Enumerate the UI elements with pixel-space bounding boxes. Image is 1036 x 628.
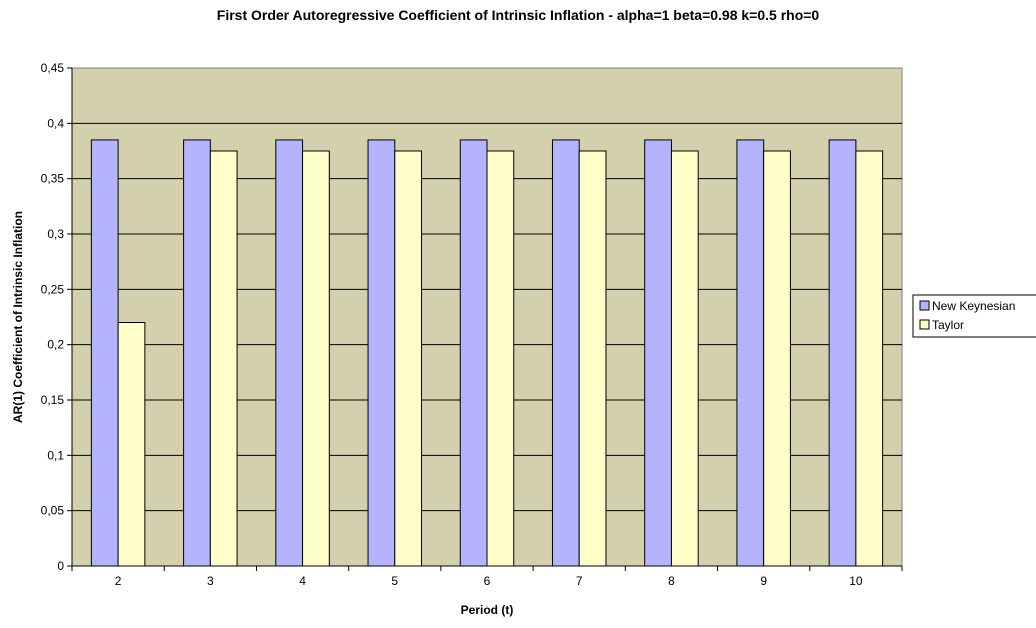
legend: New Keynesian Taylor bbox=[912, 294, 1036, 338]
y-tick-label: 0,35 bbox=[41, 172, 65, 186]
bar-taylor-10 bbox=[855, 150, 884, 567]
bar-new-keynesian-4 bbox=[275, 139, 304, 567]
bar-new-keynesian-7 bbox=[551, 139, 580, 567]
bar-taylor-7 bbox=[578, 150, 607, 567]
legend-label-new-keynesian: New Keynesian bbox=[932, 299, 1015, 313]
bar-new-keynesian-5 bbox=[367, 139, 396, 567]
bar-taylor-2 bbox=[117, 322, 146, 567]
y-tick-label: 0,05 bbox=[41, 504, 65, 518]
x-tick-label: 10 bbox=[849, 574, 863, 588]
bar-taylor-9 bbox=[763, 150, 791, 567]
x-axis-label: Period (t) bbox=[461, 603, 514, 617]
x-tick-label: 7 bbox=[576, 574, 583, 588]
bars bbox=[90, 139, 884, 567]
x-tick-label: 4 bbox=[299, 574, 306, 588]
y-tick-label: 0,25 bbox=[41, 282, 65, 296]
legend-box bbox=[912, 294, 1036, 338]
y-tick-label: 0,4 bbox=[47, 116, 64, 130]
x-tick-label: 6 bbox=[484, 574, 491, 588]
bar-taylor-5 bbox=[394, 150, 423, 567]
bar-new-keynesian-2 bbox=[90, 139, 119, 567]
bar-new-keynesian-3 bbox=[183, 139, 211, 567]
axes: 0 0,05 0,1 0,15 0,2 0,25 0,3 0,35 0,4 0,45 2 3 4 5 6 7 8… bbox=[41, 61, 903, 588]
chart-title: First Order Autoregressive Coefficient o… bbox=[217, 7, 820, 23]
x-tick-label: 8 bbox=[668, 574, 675, 588]
y-tick-label: 0,2 bbox=[47, 338, 64, 352]
y-tick-label: 0,1 bbox=[47, 448, 64, 462]
bar-taylor-3 bbox=[209, 150, 238, 567]
y-axis-label: AR(1) Coefficient of Intrinsic Inflation bbox=[11, 211, 25, 423]
y-tick-label: 0,45 bbox=[41, 61, 65, 75]
x-tick-label: 9 bbox=[760, 574, 767, 588]
bar-new-keynesian-10 bbox=[828, 139, 857, 567]
bar-new-keynesian-6 bbox=[459, 139, 488, 567]
x-tick-label: 5 bbox=[391, 574, 398, 588]
legend-label-taylor: Taylor bbox=[932, 318, 964, 332]
y-tick-label: 0,15 bbox=[41, 393, 65, 407]
bar-taylor-8 bbox=[670, 150, 699, 567]
bar-new-keynesian-8 bbox=[644, 139, 672, 567]
bar-new-keynesian-9 bbox=[736, 139, 765, 567]
x-tick-label: 3 bbox=[207, 574, 214, 588]
legend-swatch-new-keynesian bbox=[919, 300, 930, 311]
bar-taylor-6 bbox=[486, 150, 515, 567]
legend-swatch-taylor bbox=[919, 319, 930, 330]
y-tick-label: 0 bbox=[57, 559, 64, 573]
bar-taylor-4 bbox=[302, 150, 330, 567]
y-tick-label: 0,3 bbox=[47, 227, 64, 241]
x-tick-label: 2 bbox=[115, 574, 122, 588]
